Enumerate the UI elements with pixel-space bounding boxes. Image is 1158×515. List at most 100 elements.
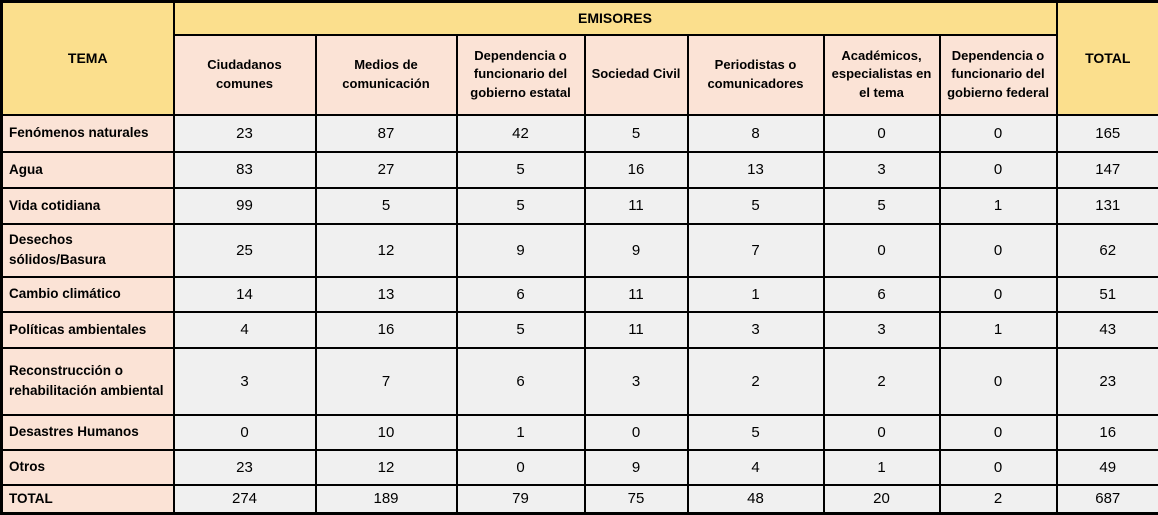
column-header-medios-comunicacion: Medios de comunicación (316, 35, 457, 115)
emisores-group-header: EMISORES (174, 2, 1057, 35)
row-total-cell: 62 (1057, 224, 1158, 277)
value-cell: 0 (824, 115, 940, 152)
value-cell: 11 (585, 277, 688, 312)
value-cell: 0 (824, 415, 940, 450)
row-label: Fenómenos naturales (2, 115, 174, 152)
value-cell: 1 (940, 188, 1057, 224)
column-header-academicos: Académicos, especialistas en el tema (824, 35, 940, 115)
row-total-cell: 147 (1057, 152, 1158, 188)
value-cell: 10 (316, 415, 457, 450)
value-cell: 5 (824, 188, 940, 224)
row-total-cell: 23 (1057, 348, 1158, 415)
value-cell: 1 (824, 450, 940, 485)
value-cell: 79 (457, 485, 585, 514)
value-cell: 6 (457, 277, 585, 312)
value-cell: 4 (688, 450, 824, 485)
value-cell: 8 (688, 115, 824, 152)
value-cell: 0 (824, 224, 940, 277)
value-cell: 6 (457, 348, 585, 415)
value-cell: 5 (585, 115, 688, 152)
value-cell: 12 (316, 224, 457, 277)
value-cell: 1 (457, 415, 585, 450)
value-cell: 11 (585, 312, 688, 348)
value-cell: 0 (940, 152, 1057, 188)
value-cell: 16 (316, 312, 457, 348)
row-total-cell: 165 (1057, 115, 1158, 152)
row-total-cell: 51 (1057, 277, 1158, 312)
value-cell: 9 (585, 450, 688, 485)
value-cell: 27 (316, 152, 457, 188)
row-label: Desechos sólidos/Basura (2, 224, 174, 277)
value-cell: 0 (940, 224, 1057, 277)
value-cell: 7 (688, 224, 824, 277)
row-total-cell: 687 (1057, 485, 1158, 514)
value-cell: 11 (585, 188, 688, 224)
column-header-gobierno-estatal: Dependencia o funcionario del gobierno e… (457, 35, 585, 115)
total-row-label: TOTAL (2, 485, 174, 514)
value-cell: 6 (824, 277, 940, 312)
value-cell: 9 (457, 224, 585, 277)
row-total-cell: 16 (1057, 415, 1158, 450)
row-label: Desastres Humanos (2, 415, 174, 450)
value-cell: 13 (316, 277, 457, 312)
tema-column-header: TEMA (2, 2, 174, 115)
value-cell: 75 (585, 485, 688, 514)
value-cell: 16 (585, 152, 688, 188)
column-header-sociedad-civil: Sociedad Civil (585, 35, 688, 115)
value-cell: 42 (457, 115, 585, 152)
value-cell: 4 (174, 312, 316, 348)
value-cell: 5 (688, 415, 824, 450)
value-cell: 3 (585, 348, 688, 415)
row-label: Cambio climático (2, 277, 174, 312)
table-row: Reconstrucción o rehabilitación ambienta… (2, 348, 1158, 415)
value-cell: 5 (457, 188, 585, 224)
header-row-emisores: TEMA EMISORES TOTAL (2, 2, 1158, 35)
value-cell: 0 (940, 450, 1057, 485)
value-cell: 9 (585, 224, 688, 277)
value-cell: 0 (940, 277, 1057, 312)
value-cell: 0 (457, 450, 585, 485)
row-label: Otros (2, 450, 174, 485)
value-cell: 2 (940, 485, 1057, 514)
value-cell: 1 (688, 277, 824, 312)
value-cell: 3 (824, 312, 940, 348)
value-cell: 5 (457, 152, 585, 188)
total-column-header: TOTAL (1057, 2, 1158, 115)
value-cell: 1 (940, 312, 1057, 348)
value-cell: 83 (174, 152, 316, 188)
value-cell: 12 (316, 450, 457, 485)
row-label: Políticas ambientales (2, 312, 174, 348)
value-cell: 87 (316, 115, 457, 152)
value-cell: 25 (174, 224, 316, 277)
value-cell: 13 (688, 152, 824, 188)
value-cell: 20 (824, 485, 940, 514)
column-header-periodistas: Periodistas o comunicadores (688, 35, 824, 115)
value-cell: 7 (316, 348, 457, 415)
value-cell: 274 (174, 485, 316, 514)
value-cell: 5 (316, 188, 457, 224)
value-cell: 189 (316, 485, 457, 514)
value-cell: 3 (174, 348, 316, 415)
value-cell: 2 (688, 348, 824, 415)
value-cell: 0 (585, 415, 688, 450)
column-header-ciudadanos-comunes: Ciudadanos comunes (174, 35, 316, 115)
row-total-cell: 131 (1057, 188, 1158, 224)
value-cell: 0 (940, 348, 1057, 415)
value-cell: 5 (688, 188, 824, 224)
value-cell: 99 (174, 188, 316, 224)
value-cell: 23 (174, 450, 316, 485)
value-cell: 14 (174, 277, 316, 312)
row-label: Vida cotidiana (2, 188, 174, 224)
row-total-cell: 49 (1057, 450, 1158, 485)
value-cell: 48 (688, 485, 824, 514)
value-cell: 3 (824, 152, 940, 188)
value-cell: 5 (457, 312, 585, 348)
